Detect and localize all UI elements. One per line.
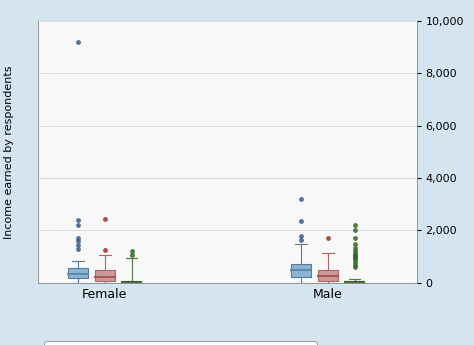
Bar bbox=[345, 281, 365, 283]
Bar bbox=[318, 270, 337, 280]
Bar bbox=[292, 264, 311, 277]
Bar bbox=[68, 268, 88, 278]
Bar bbox=[122, 281, 141, 283]
Bar bbox=[95, 270, 115, 281]
Text: Income earned by respondents: Income earned by respondents bbox=[4, 65, 15, 238]
Legend: Farm income, Forest income, Non-farm income: Farm income, Forest income, Non-farm inc… bbox=[44, 341, 317, 345]
